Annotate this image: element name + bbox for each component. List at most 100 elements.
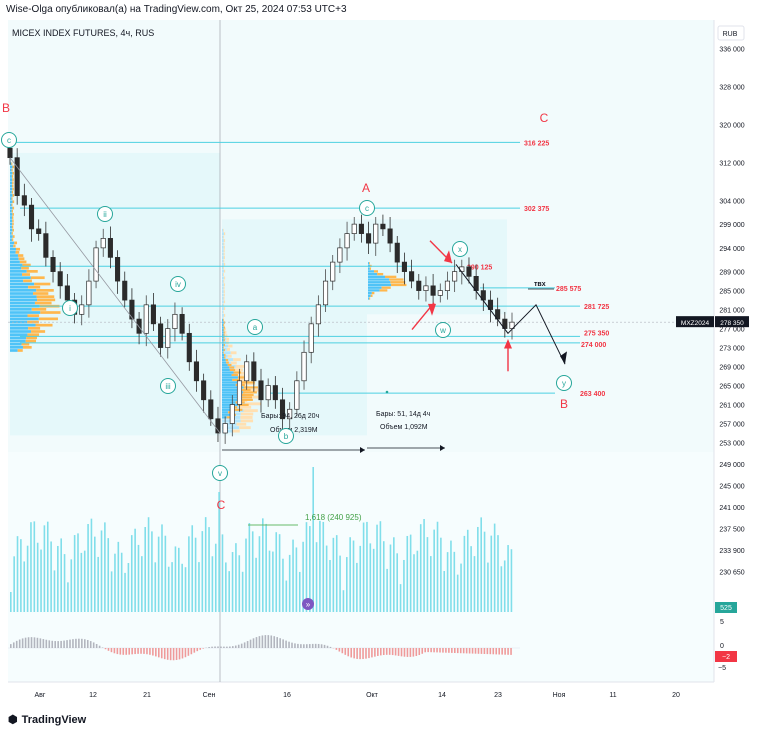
price-chart[interactable]: 316 225 302 375 290 125 285 575 281 725 275 3… <box>0 0 758 710</box>
volume-bar <box>319 520 321 612</box>
osc-bar <box>104 648 107 650</box>
osc-bar <box>338 648 341 652</box>
red-arrow-up-head <box>428 303 436 316</box>
profile-bar <box>10 339 26 343</box>
volume-badge-label: 525 <box>720 605 732 612</box>
profile-bar <box>229 368 236 372</box>
volume-bar <box>436 521 439 612</box>
profile-bar <box>19 260 27 264</box>
profile-bar <box>12 171 15 175</box>
profile-bar <box>368 278 390 281</box>
volume-bar <box>225 562 227 612</box>
candle-body <box>301 351 307 382</box>
profile-bar <box>222 416 227 419</box>
volume-bar <box>453 551 456 612</box>
volume-bar <box>26 545 29 612</box>
profile-bar <box>10 282 35 286</box>
osc-bar <box>237 644 240 648</box>
volume-bar <box>446 552 449 612</box>
osc-bar <box>42 639 45 648</box>
profile-bar <box>369 262 370 265</box>
projection-arrowhead <box>560 351 567 365</box>
volume-bar <box>13 556 15 612</box>
osc-bar <box>95 644 98 648</box>
profile-bar <box>224 356 226 359</box>
header-bar: Wise-Olga опубликовал(а) на TradingView.… <box>0 0 758 20</box>
candle-body <box>265 385 271 401</box>
tradingview-logo[interactable]: ⬢ TradingView <box>8 713 86 726</box>
osc-tick-label: 5 <box>720 619 724 626</box>
profile-bar <box>233 358 241 362</box>
volume-bar <box>16 536 19 612</box>
profile-bar <box>10 244 14 248</box>
profile-bar <box>10 323 36 327</box>
candle-body <box>423 285 429 291</box>
candle-body <box>337 247 343 263</box>
profile-bar <box>224 353 226 357</box>
profile-bar <box>224 327 226 331</box>
wave-circle <box>359 200 375 216</box>
profile-bar <box>10 314 28 318</box>
osc-bar <box>483 648 486 654</box>
osc-bar <box>267 635 270 648</box>
osc-bar <box>51 640 54 648</box>
candle-body <box>409 271 415 282</box>
profile-bar <box>34 301 52 305</box>
osc-bar <box>131 648 133 655</box>
candle-body <box>258 380 264 401</box>
volume-bar <box>440 537 442 612</box>
volume-bar <box>248 523 251 612</box>
osc-bar <box>291 642 293 648</box>
profile-bar <box>222 252 224 256</box>
level-label: 285 575 <box>556 286 581 293</box>
candle-body <box>366 233 372 244</box>
osc-bar <box>451 648 453 653</box>
volume-bar <box>366 521 368 612</box>
wave-circle <box>435 322 451 338</box>
level-label: 281 725 <box>584 304 609 311</box>
osc-bar <box>69 639 71 648</box>
profile-bar <box>245 402 262 406</box>
profile-bar <box>222 313 224 317</box>
profile-bar <box>22 273 31 276</box>
candle-body <box>165 328 171 348</box>
osc-bar <box>344 648 347 655</box>
profile-bar <box>381 286 391 289</box>
profile-bar <box>223 334 225 337</box>
profile-bar <box>222 232 224 236</box>
volume-bar <box>362 522 365 612</box>
tvx-label: твх <box>534 281 546 288</box>
profile-bar <box>17 349 23 352</box>
profile-bar <box>222 373 232 377</box>
profile-bar <box>21 342 30 346</box>
volume-bar <box>382 541 385 612</box>
candle-body <box>50 257 56 272</box>
y-tick-label: 261 000 <box>719 403 744 410</box>
y-tick-label: 277 000 <box>719 327 744 334</box>
profile-bar <box>232 378 240 382</box>
osc-bar <box>279 638 281 648</box>
osc-bar <box>187 648 190 656</box>
profile-bar <box>15 251 20 254</box>
candle-body <box>43 233 49 258</box>
wave-circle <box>160 378 176 394</box>
candle-body <box>373 223 379 244</box>
volume-bar <box>376 524 378 612</box>
profile-bar <box>23 345 32 349</box>
osc-bar <box>10 644 12 648</box>
volume-bar <box>288 554 291 612</box>
candle-body <box>401 261 407 272</box>
profile-bar <box>223 245 225 249</box>
osc-bar <box>54 641 56 648</box>
volume-bar <box>282 558 284 612</box>
profile-bar <box>222 242 224 246</box>
profile-bar <box>223 232 226 236</box>
profile-bar <box>222 228 224 232</box>
volume-bar <box>194 537 197 612</box>
profile-bar <box>223 228 224 232</box>
profile-bar <box>240 419 254 423</box>
osc-bar <box>409 648 412 657</box>
osc-bar <box>181 648 184 659</box>
osc-bar <box>385 648 388 655</box>
x-tick-label: Окт <box>366 692 379 699</box>
